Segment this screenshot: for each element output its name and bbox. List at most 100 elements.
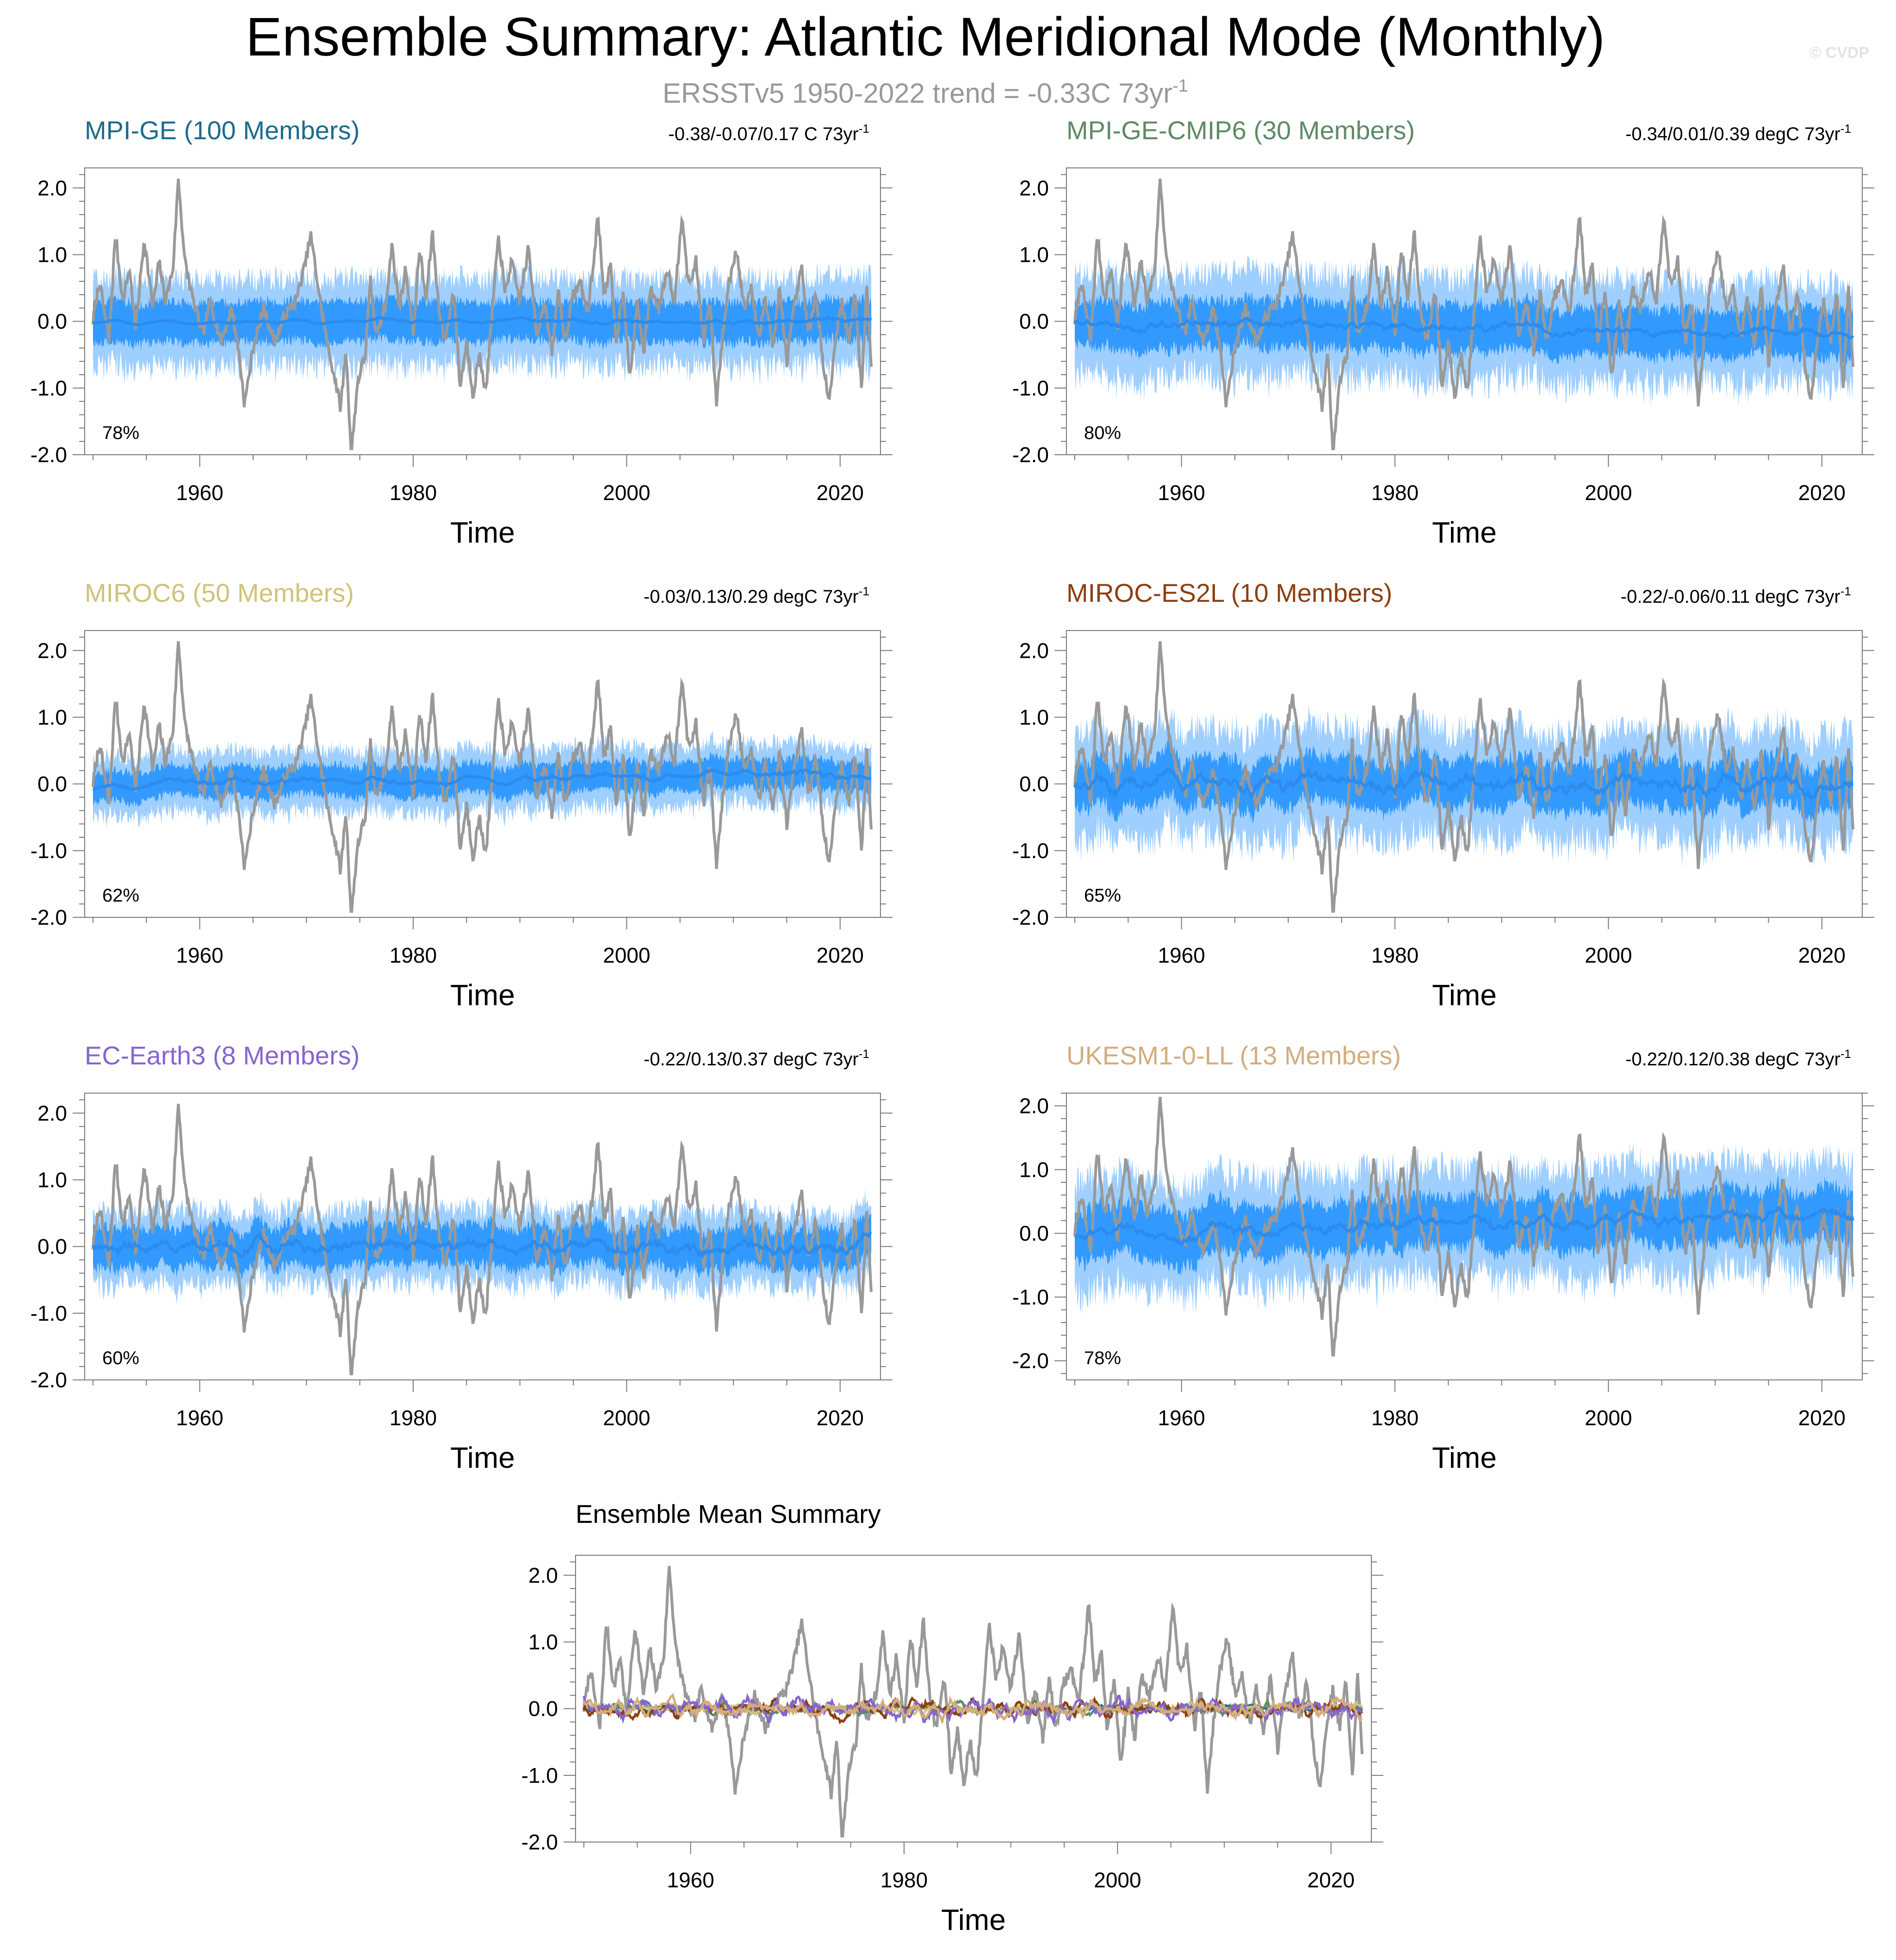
trend-range-sup: -1 xyxy=(859,584,869,598)
trend-range-label: -0.22/0.13/0.37 degC 73yr-1 xyxy=(644,1047,869,1070)
x-tick-label: 2000 xyxy=(603,481,650,505)
x-tick-label: 2020 xyxy=(1798,943,1846,967)
y-tick-label: -1.0 xyxy=(521,1763,558,1787)
y-tick-label: -1.0 xyxy=(1012,376,1049,400)
plot-frame xyxy=(84,630,881,918)
plot-frame xyxy=(1066,1093,1863,1380)
plot-area xyxy=(92,1103,873,1376)
plot-area xyxy=(1073,178,1855,451)
x-tick-label: 1980 xyxy=(1371,943,1419,967)
x-tick-label: 1960 xyxy=(176,943,223,967)
x-axis-label: Time xyxy=(1432,978,1497,1012)
figure-subtitle-sup: -1 xyxy=(1172,76,1188,96)
trend-range-sup: -1 xyxy=(859,122,869,136)
x-tick-label: 1960 xyxy=(1158,943,1205,967)
x-tick-label: 1980 xyxy=(390,943,437,967)
y-tick-label: 2.0 xyxy=(37,638,67,662)
y-tick-label: -2.0 xyxy=(521,1830,558,1854)
trend-range-sup: -1 xyxy=(1840,1047,1851,1061)
plot-area xyxy=(1073,641,1855,913)
ensemble-mean-line xyxy=(92,767,872,791)
observation-line xyxy=(1073,178,1855,451)
trend-range-main: -0.22/0.12/0.38 degC 73yr xyxy=(1625,1049,1840,1070)
percent-label: 80% xyxy=(1084,423,1121,443)
panel-title: UKESM1-0-LL (13 Members) xyxy=(1066,1041,1401,1070)
panel-7: 2.0 1.0 0.0 -1.0 -2.0 1960 1980 2000 2020 Time Ens… xyxy=(521,1499,1383,1936)
panel-title: EC-Earth3 (8 Members) xyxy=(85,1041,359,1070)
y-tick-label: -1.0 xyxy=(1012,1285,1049,1309)
x-axis-label: Time xyxy=(450,1441,515,1474)
observation-line xyxy=(92,1103,873,1376)
y-tick-label: -2.0 xyxy=(31,1368,67,1392)
x-tick-label: 2000 xyxy=(603,1406,650,1430)
y-tick-label: -2.0 xyxy=(1012,443,1049,467)
plot-frame xyxy=(575,1555,1372,1843)
trend-range-label: -0.38/-0.07/0.17 C 73yr-1 xyxy=(669,122,869,144)
y-tick-label: 1.0 xyxy=(37,1168,67,1192)
x-tick-label: 2020 xyxy=(817,481,864,505)
x-tick-label: 2000 xyxy=(1094,1868,1141,1892)
observation-line xyxy=(1073,1097,1855,1357)
plot-frame xyxy=(84,1093,881,1380)
x-tick-label: 1980 xyxy=(1371,1406,1419,1430)
spread-inner-band xyxy=(93,751,872,808)
percent-label: 78% xyxy=(102,423,139,443)
y-tick-label: 0.0 xyxy=(1019,1221,1049,1245)
trend-range-sup: -1 xyxy=(859,1047,869,1061)
y-tick-label: 1.0 xyxy=(1019,242,1049,266)
plot-area xyxy=(92,641,873,913)
x-tick-label: 2000 xyxy=(1585,481,1632,505)
x-tick-label: 1960 xyxy=(176,1406,223,1430)
y-tick-label: -2.0 xyxy=(31,443,67,467)
ensemble-mean-line xyxy=(92,315,872,327)
trend-range-label: -0.22/0.12/0.38 degC 73yr-1 xyxy=(1625,1047,1851,1070)
x-axis-label: Time xyxy=(450,978,515,1012)
y-tick-label: -2.0 xyxy=(1012,905,1049,929)
x-tick-label: 2020 xyxy=(817,1406,864,1430)
y-tick-label: -1.0 xyxy=(31,839,67,863)
trend-range-main: -0.38/-0.07/0.17 C 73yr xyxy=(669,124,859,144)
y-tick-label: 0.0 xyxy=(528,1697,558,1721)
observation-line xyxy=(92,178,873,451)
y-tick-label: -2.0 xyxy=(31,905,67,929)
plot-area xyxy=(92,178,873,451)
ensemble-mean-line xyxy=(92,1230,872,1260)
percent-label: 62% xyxy=(102,885,139,906)
x-tick-label: 1980 xyxy=(880,1868,928,1892)
observation-line xyxy=(582,1565,1364,1838)
trend-range-main: -0.34/0.01/0.39 degC 73yr xyxy=(1625,124,1840,144)
y-tick-label: 2.0 xyxy=(1019,1094,1049,1118)
plot-frame xyxy=(1066,630,1863,918)
x-axis-label: Time xyxy=(941,1903,1006,1936)
ensemble-mean-line xyxy=(1073,316,1854,340)
x-tick-label: 2000 xyxy=(1585,1406,1632,1430)
y-tick-label: -1.0 xyxy=(1012,839,1049,863)
trend-range-label: -0.22/-0.06/0.11 degC 73yr-1 xyxy=(1621,584,1851,607)
spread-inner-band xyxy=(1075,1175,1853,1276)
x-tick-label: 2000 xyxy=(1585,943,1632,967)
figure-subtitle: ERSSTv5 1950-2022 trend = -0.33C 73yr-1 xyxy=(663,76,1188,109)
y-tick-label: 0.0 xyxy=(37,1235,67,1259)
trend-range-main: -0.22/-0.06/0.11 degC 73yr xyxy=(1621,587,1840,607)
panel-title: MIROC6 (50 Members) xyxy=(85,578,354,607)
x-tick-label: 1980 xyxy=(390,481,437,505)
percent-label: 60% xyxy=(102,1348,139,1368)
observation-line xyxy=(1073,641,1855,913)
y-tick-label: 2.0 xyxy=(37,176,67,200)
y-tick-label: 2.0 xyxy=(37,1101,67,1125)
y-tick-label: 0.0 xyxy=(37,309,67,334)
y-tick-label: 2.0 xyxy=(528,1563,558,1587)
x-tick-label: 1980 xyxy=(390,1406,437,1430)
spread-inner-band xyxy=(1075,739,1853,825)
x-tick-label: 1960 xyxy=(1158,481,1205,505)
plot-area xyxy=(1073,1097,1855,1357)
ensemble-mean-line xyxy=(1074,1206,1854,1245)
y-tick-label: 2.0 xyxy=(1019,176,1049,200)
y-tick-label: 2.0 xyxy=(1019,638,1049,662)
x-tick-label: 2020 xyxy=(1798,481,1846,505)
ensemble-mean-line xyxy=(1073,767,1854,801)
panel-4: 2.0 1.0 0.0 -1.0 -2.0 1960 1980 2000 2020 Time MIR… xyxy=(1012,578,1874,1012)
panel-3: 2.0 1.0 0.0 -1.0 -2.0 1960 1980 2000 2020 Time MIR… xyxy=(31,578,892,1012)
x-tick-label: 2000 xyxy=(603,943,650,967)
